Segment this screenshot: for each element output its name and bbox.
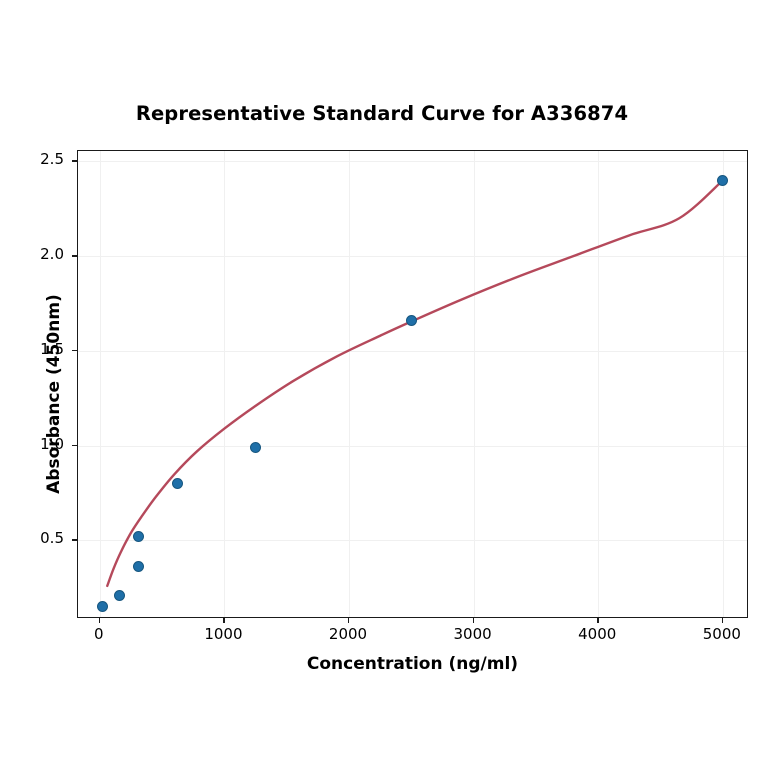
data-point — [405, 315, 417, 327]
x-axis-label: Concentration (ng/ml) — [306, 654, 519, 674]
y-tick-label: 2.5 — [40, 150, 64, 169]
y-tick-label: 2.0 — [40, 245, 64, 264]
data-point — [172, 478, 184, 490]
x-tick-label: 1000 — [204, 625, 243, 643]
y-tick-mark — [72, 255, 77, 257]
x-tick-mark — [597, 618, 599, 623]
fitted-curve — [106, 179, 725, 588]
data-point — [133, 531, 145, 543]
x-tick-mark — [223, 618, 225, 623]
x-tick-label: 2000 — [328, 625, 368, 643]
data-point — [96, 601, 108, 613]
y-axis-label: Absorbance (450nm) — [44, 294, 64, 494]
data-point — [717, 174, 729, 186]
y-tick-label: 1.0 — [40, 434, 64, 453]
gridline-horizontal — [78, 256, 747, 258]
gridline-horizontal — [78, 445, 747, 447]
x-tick-label: 5000 — [702, 625, 741, 643]
gridline-horizontal — [78, 161, 747, 163]
data-point — [250, 442, 262, 454]
gridline-horizontal — [78, 540, 747, 542]
x-tick-label: 4000 — [578, 625, 617, 643]
gridline-vertical — [722, 151, 724, 617]
x-tick-mark — [721, 618, 724, 623]
y-tick-label: 1.5 — [40, 339, 64, 358]
y-tick-mark — [72, 349, 77, 352]
x-tick-mark — [98, 618, 101, 623]
y-tick-mark — [72, 539, 77, 541]
gridline-horizontal — [78, 350, 747, 352]
gridline-vertical — [99, 151, 101, 617]
x-tick-mark — [348, 618, 350, 623]
gridline-vertical — [473, 151, 475, 617]
data-point — [133, 561, 145, 573]
y-tick-mark — [72, 444, 77, 447]
x-tick-label: 3000 — [453, 625, 492, 643]
plot-area — [77, 150, 748, 618]
gridline-vertical — [349, 151, 351, 617]
y-tick-label: 0.5 — [40, 529, 64, 548]
y-tick-mark — [72, 160, 77, 162]
data-point — [113, 589, 125, 601]
gridline-vertical — [598, 151, 600, 617]
chart-title: Representative Standard Curve for A33687… — [135, 102, 629, 125]
x-tick-label: 0 — [94, 625, 104, 643]
gridline-vertical — [224, 151, 226, 617]
x-tick-mark — [472, 618, 474, 623]
